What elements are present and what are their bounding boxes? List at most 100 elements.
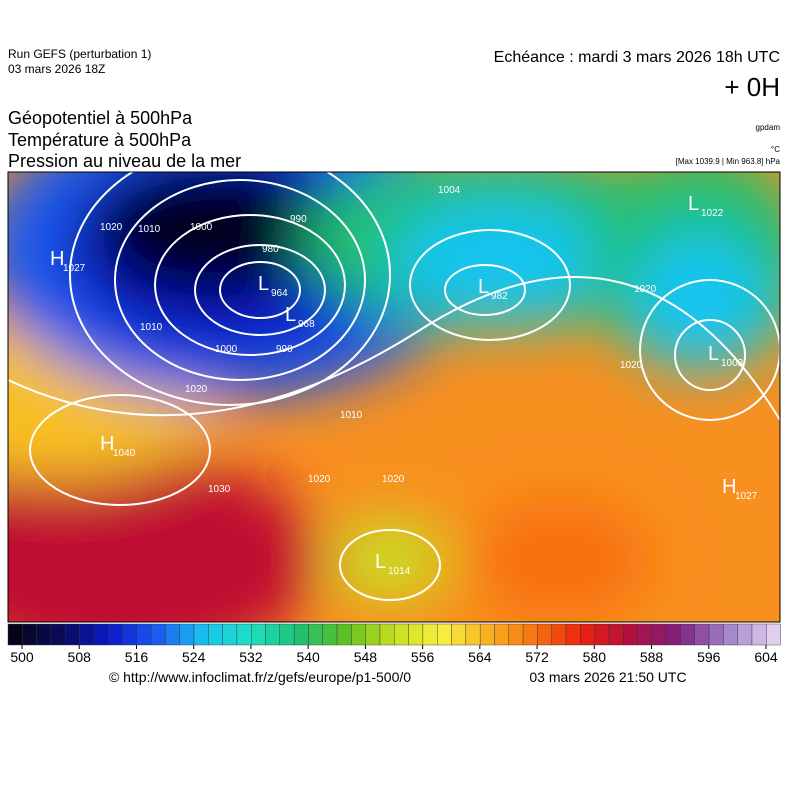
colorbar-swatch <box>265 623 281 646</box>
colorbar-swatch <box>708 623 724 646</box>
colorbar-swatch <box>737 623 753 646</box>
colorbar-tick-label: 548 <box>354 649 378 665</box>
colorbar-swatch <box>665 623 681 646</box>
colorbar-swatch <box>22 623 37 646</box>
center-letter: L <box>375 551 386 573</box>
isobar-label: 1004 <box>438 185 461 196</box>
colorbar-swatch <box>165 623 180 646</box>
center-letter: L <box>285 304 296 326</box>
colorbar-swatch <box>379 623 395 646</box>
colorbar-swatch <box>122 623 137 646</box>
center-letter: H <box>50 248 64 270</box>
colorbar-swatch <box>222 623 238 646</box>
colorbar-swatch <box>766 623 781 646</box>
colorbar-swatch <box>422 623 438 646</box>
colorbar-swatch <box>637 623 653 646</box>
center-value: 964 <box>271 288 288 299</box>
colorbar-swatch <box>322 623 338 646</box>
colorbar-swatch <box>551 623 567 646</box>
colorbar-swatch <box>537 623 552 646</box>
isobar-label: 1010 <box>138 224 161 235</box>
colorbar-swatch <box>394 623 409 646</box>
generated-time: 03 mars 2026 21:50 UTC <box>529 669 686 685</box>
colorbar-swatch <box>351 623 366 646</box>
unit-label: gpdam <box>756 123 781 132</box>
colorbar-swatch <box>150 623 166 646</box>
center-value: 1027 <box>63 263 86 274</box>
unit-label: [Max 1039.9 | Min 963.8] hPa <box>676 157 781 166</box>
colorbar-tick-label: 572 <box>525 649 549 665</box>
field-title: Pression au niveau de la mer <box>8 151 241 171</box>
colorbar-swatch <box>93 623 109 646</box>
isobar-label: 980 <box>262 244 279 255</box>
colorbar-tick-label: 500 <box>10 649 34 665</box>
colorbar-swatch <box>565 623 581 646</box>
colorbar-tick-label: 604 <box>754 649 778 665</box>
isobar-label: 990 <box>290 214 307 225</box>
colorbar-swatch <box>336 623 352 646</box>
colorbar-tick-label: 524 <box>182 649 206 665</box>
colorbar-swatch <box>465 623 481 646</box>
colorbar-swatch <box>623 623 638 646</box>
field-title: Température à 500hPa <box>8 130 192 150</box>
field-title: Géopotentiel à 500hPa <box>8 108 193 128</box>
colorbar-swatch <box>494 623 509 646</box>
center-letter: H <box>100 433 114 455</box>
colorbar-swatch <box>594 623 610 646</box>
colorbar-swatch <box>107 623 123 646</box>
center-letter: L <box>478 276 489 298</box>
lead-time: + 0H <box>724 72 780 102</box>
center-letter: L <box>258 273 269 295</box>
isobar-label: 1020 <box>100 222 123 233</box>
center-value: 1022 <box>701 208 724 219</box>
isobar-label: 1020 <box>382 474 405 485</box>
colorbar-tick-label: 588 <box>640 649 664 665</box>
center-value: 1014 <box>388 566 411 577</box>
center-value: 1027 <box>735 491 758 502</box>
colorbar-swatch <box>751 623 767 646</box>
center-value: 982 <box>491 291 508 302</box>
isobar-label: 1020 <box>308 474 331 485</box>
isobar-label: 1020 <box>620 360 643 371</box>
center-letter: L <box>708 343 719 365</box>
colorbar-swatch <box>408 623 424 646</box>
colorbar-tick-label: 540 <box>296 649 320 665</box>
colorbar-swatch <box>7 623 23 646</box>
colorbar-tick-label: 508 <box>68 649 92 665</box>
colorbar-swatch <box>251 623 266 646</box>
map-frame <box>7 171 781 623</box>
colorbar-swatch <box>50 623 66 646</box>
isobar-label: 990 <box>276 344 293 355</box>
colorbar-swatch <box>651 623 667 646</box>
colorbar-tick-label: 596 <box>697 649 721 665</box>
colorbar-swatch <box>680 623 695 646</box>
colorbar-swatch <box>479 623 495 646</box>
colorbar-swatch <box>293 623 309 646</box>
isobar-label: 1020 <box>185 384 208 395</box>
colorbar-swatch <box>65 623 80 646</box>
colorbar-swatch <box>522 623 538 646</box>
colorbar-swatch <box>36 623 52 646</box>
colorbar-tick-label: 556 <box>411 649 435 665</box>
isobar-label: 1020 <box>634 284 657 295</box>
isobar-label: 1000 <box>190 222 213 233</box>
run-date: 03 mars 2026 18Z <box>8 62 105 76</box>
colorbar-tick-label: 564 <box>468 649 492 665</box>
colorbar-swatch <box>136 623 152 646</box>
colorbar-swatch <box>308 623 323 646</box>
map <box>8 172 780 622</box>
colorbar-tick-label: 532 <box>239 649 263 665</box>
colorbar-swatch <box>193 623 209 646</box>
isobar-label: 1010 <box>340 410 363 421</box>
center-value: 968 <box>298 319 315 330</box>
isobar-label: 1010 <box>140 322 163 333</box>
colorbar-swatch <box>694 623 710 646</box>
colorbar-swatch <box>508 623 524 646</box>
unit-label: °C <box>771 145 780 154</box>
colorbar-swatch <box>208 623 223 646</box>
colorbar-swatch <box>437 623 452 646</box>
isobar-label: 1030 <box>208 484 231 495</box>
run-label: Run GEFS (perturbation 1) <box>8 47 151 61</box>
center-letter: L <box>688 193 699 215</box>
